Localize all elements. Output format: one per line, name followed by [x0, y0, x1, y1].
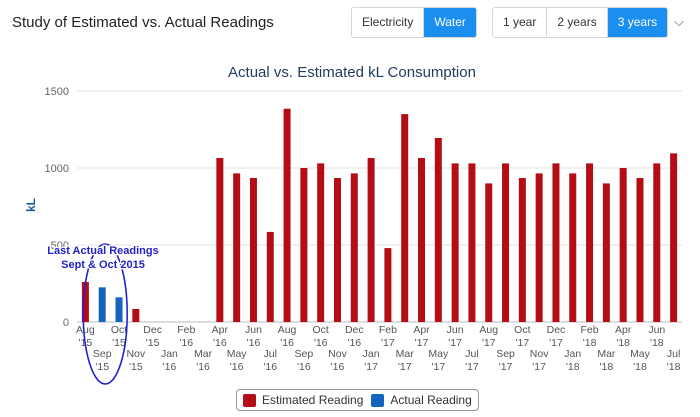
- estimated-bar[interactable]: [81, 281, 89, 322]
- y-axis-ticks: 0 500 1000 1500: [45, 86, 69, 329]
- x-tick-label: Oct '17: [514, 324, 530, 349]
- estimated-bar[interactable]: [401, 114, 409, 322]
- x-tick-label: Mar '16: [194, 348, 213, 373]
- y-axis-label: kL: [24, 198, 38, 212]
- legend-label-estimated: Estimated Reading: [262, 393, 364, 407]
- estimated-bar[interactable]: [384, 248, 392, 322]
- page-title: Study of Estimated vs. Actual Readings: [12, 14, 274, 31]
- x-tick-label: Mar '17: [396, 348, 415, 373]
- x-tick-label: Feb '17: [379, 324, 397, 349]
- x-tick-label: Nov '16: [328, 348, 347, 373]
- estimated-bar[interactable]: [653, 163, 661, 322]
- estimated-bar[interactable]: [468, 163, 476, 322]
- estimated-bar[interactable]: [636, 178, 644, 322]
- actual-bar[interactable]: [115, 297, 123, 322]
- x-tick-label: Nov '15: [126, 348, 145, 373]
- x-tick-label: Jun '17: [447, 324, 464, 349]
- estimated-bar[interactable]: [350, 173, 358, 322]
- estimated-bar[interactable]: [485, 183, 493, 322]
- estimated-bar[interactable]: [569, 173, 577, 322]
- x-tick-label: Jun '16: [245, 324, 262, 349]
- x-tick-label: Jan '17: [363, 348, 380, 373]
- x-tick-label: May '17: [428, 348, 449, 373]
- y-tick-label: 500: [51, 240, 69, 252]
- annotation-label: Last Actual Readings: [47, 245, 158, 257]
- legend-label-actual: Actual Reading: [390, 393, 472, 407]
- x-tick-label: Sep '17: [496, 348, 515, 373]
- estimated-bar[interactable]: [132, 308, 140, 322]
- x-tick-label: May '18: [630, 348, 651, 373]
- x-tick-label: Apr '18: [615, 324, 632, 349]
- x-tick-label: Apr '17: [413, 324, 430, 349]
- chevron-down-icon[interactable]: ⌵: [674, 14, 684, 29]
- estimated-bar[interactable]: [216, 157, 224, 322]
- legend-item-estimated[interactable]: Estimated Reading: [243, 393, 363, 407]
- chart-legend: Estimated Reading Actual Reading: [236, 389, 479, 411]
- actual-bar[interactable]: [98, 287, 106, 322]
- x-tick-label: Dec '15: [143, 324, 162, 349]
- grid-lines: [77, 90, 682, 323]
- estimated-bar[interactable]: [619, 168, 627, 322]
- chart-title: Actual vs. Estimated kL Consumption: [228, 64, 476, 81]
- water-button[interactable]: Water: [424, 8, 476, 37]
- estimated-bar[interactable]: [586, 163, 594, 322]
- two-years-button[interactable]: 2 years: [547, 8, 608, 37]
- utility-toggle: Electricity Water: [351, 7, 477, 38]
- estimated-bar[interactable]: [367, 157, 375, 322]
- estimated-bar[interactable]: [434, 137, 442, 322]
- annotation-ellipse: [82, 243, 129, 385]
- annotation-label: Sept & Oct 2015: [61, 259, 145, 271]
- x-tick-label: Oct '15: [111, 324, 127, 349]
- x-tick-label: Nov '17: [530, 348, 549, 373]
- one-year-button[interactable]: 1 year: [493, 8, 548, 37]
- annotation: Last Actual Readings Sept & Oct 2015: [46, 243, 160, 385]
- estimated-bar[interactable]: [535, 173, 543, 322]
- estimated-bar[interactable]: [502, 163, 510, 322]
- y-tick-label: 1500: [45, 86, 69, 98]
- x-tick-label: Mar '18: [597, 348, 616, 373]
- estimated-bar[interactable]: [283, 108, 291, 323]
- x-tick-label: Sep '15: [93, 348, 112, 373]
- estimated-bar[interactable]: [518, 178, 526, 322]
- x-tick-label: Dec '16: [345, 324, 364, 349]
- x-tick-label: Apr '16: [212, 324, 229, 349]
- consumption-chart: Actual vs. Estimated kL Consumption kL 0…: [24, 64, 682, 385]
- x-tick-label: Aug '17: [479, 324, 498, 349]
- y-tick-label: 1000: [45, 163, 69, 175]
- x-tick-label: May '16: [227, 348, 248, 373]
- legend-item-actual[interactable]: Actual Reading: [371, 393, 472, 407]
- estimated-bar[interactable]: [233, 173, 241, 322]
- x-tick-label: Sep '16: [295, 348, 314, 373]
- bars: [81, 108, 678, 323]
- x-tick-label: Jul '18: [667, 348, 681, 373]
- x-tick-label: Jul '17: [465, 348, 479, 373]
- estimated-bar[interactable]: [418, 157, 426, 322]
- estimated-bar[interactable]: [670, 153, 678, 322]
- three-years-button[interactable]: 3 years: [607, 8, 668, 37]
- estimated-bar[interactable]: [300, 168, 308, 322]
- x-tick-label: Feb '18: [581, 324, 599, 349]
- x-tick-label: Jan '18: [564, 348, 581, 373]
- estimated-bar[interactable]: [552, 163, 560, 322]
- electricity-button[interactable]: Electricity: [352, 8, 425, 37]
- x-tick-label: Jun '18: [648, 324, 665, 349]
- x-tick-label: Feb '16: [177, 324, 195, 349]
- estimated-bar[interactable]: [451, 163, 459, 322]
- estimated-swatch: [243, 393, 256, 407]
- x-tick-label: Aug '16: [278, 324, 297, 349]
- actual-swatch: [371, 393, 385, 407]
- x-tick-label: Jan '16: [161, 348, 178, 373]
- x-tick-label: Oct '16: [313, 324, 329, 349]
- estimated-bar[interactable]: [317, 163, 325, 322]
- estimated-bar[interactable]: [266, 231, 274, 322]
- x-tick-label: Jul '16: [263, 348, 277, 373]
- estimated-bar[interactable]: [602, 183, 610, 322]
- y-tick-label: 0: [63, 317, 69, 329]
- x-tick-label: Dec '17: [547, 324, 566, 349]
- estimated-bar[interactable]: [333, 178, 341, 322]
- estimated-bar[interactable]: [249, 178, 257, 322]
- period-toggle: 1 year 2 years 3 years: [492, 7, 669, 38]
